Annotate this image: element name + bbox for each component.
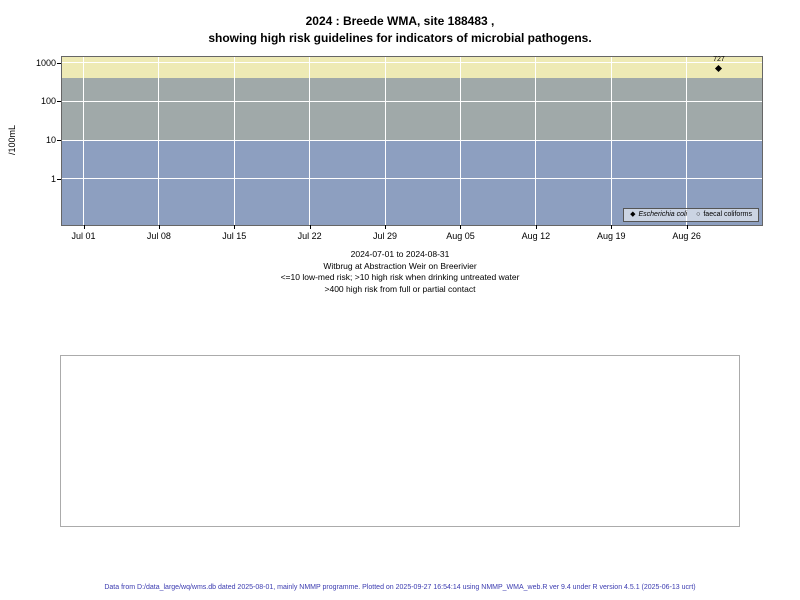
open-circle-icon: ○ xyxy=(696,211,701,218)
x-tick-mark xyxy=(309,225,311,229)
x-gridline xyxy=(233,57,235,225)
legend-label: faecal coliforms xyxy=(703,211,752,218)
legend-item: ○ faecal coliforms xyxy=(696,211,752,219)
x-tick-label: Jul 01 xyxy=(71,231,96,241)
x-gridline xyxy=(309,57,311,225)
x-tick-mark xyxy=(611,225,613,229)
legend-label: Escherichia coli xyxy=(638,211,688,218)
y-tick-mark xyxy=(57,101,61,103)
footer-note: Data from D:/data_large/wq/wms.db dated … xyxy=(104,584,696,591)
x-tick-mark xyxy=(385,225,387,229)
data-point-label: 727 xyxy=(713,56,725,64)
x-gridline xyxy=(384,57,386,225)
chart-title-line2: showing high risk guidelines for indicat… xyxy=(208,31,592,45)
x-tick-label: Aug 26 xyxy=(672,231,701,241)
chart-title: 2024 : Breede WMA, site 188483 , showing… xyxy=(0,13,800,47)
subtitle-site-name: Witbrug at Abstraction Weir on Breerivie… xyxy=(323,260,477,271)
x-gridline xyxy=(535,57,537,225)
y-gridline xyxy=(62,139,762,141)
x-tick-label: Jul 29 xyxy=(373,231,398,241)
y-tick-label: 100 xyxy=(40,96,56,107)
x-gridline xyxy=(459,57,461,225)
x-gridline xyxy=(610,57,612,225)
x-tick-label: Aug 12 xyxy=(521,231,551,241)
x-tick-mark xyxy=(234,225,236,229)
subtitle-risk-note-2: >400 high risk from full or partial cont… xyxy=(324,283,476,294)
filled-diamond-icon: ◆ xyxy=(630,211,636,218)
x-tick-mark xyxy=(83,225,85,229)
plot-area: ◆ Escherichia coli ○ faecal coliforms 1 10 10… xyxy=(36,56,763,241)
y-gridline xyxy=(62,100,762,102)
y-tick-mark xyxy=(57,178,61,180)
legend-item: ◆ Escherichia coli xyxy=(630,211,687,219)
x-tick-mark xyxy=(535,225,537,229)
risk-band-high-risk-contact xyxy=(62,57,762,79)
x-tick-label: Jul 15 xyxy=(222,231,247,241)
subtitle-date-range: 2024-07-01 to 2024-08-31 xyxy=(350,249,450,259)
y-tick-label: 10 xyxy=(45,135,56,146)
x-tick-mark xyxy=(158,225,160,229)
y-tick-mark xyxy=(57,140,61,142)
x-tick-mark xyxy=(460,225,462,229)
chart-subtitles: 2024-07-01 to 2024-08-31 Witbrug at Abst… xyxy=(0,249,800,295)
x-tick-mark xyxy=(686,225,688,229)
y-tick-label: 1 xyxy=(50,173,56,184)
x-gridline xyxy=(158,57,160,225)
subtitle-risk-note-1: <=10 low-med risk; >10 high risk when dr… xyxy=(280,272,520,282)
x-tick-label: Aug 19 xyxy=(596,231,626,241)
x-tick-label: Jul 08 xyxy=(146,231,171,241)
risk-band-high-risk-drinking xyxy=(62,78,762,141)
y-gridline xyxy=(62,178,762,180)
y-gridline xyxy=(62,62,762,64)
x-tick-label: Jul 22 xyxy=(297,231,322,241)
y-axis-label: /100mL xyxy=(7,124,17,156)
x-gridline xyxy=(83,57,85,225)
x-gridline xyxy=(686,57,688,225)
y-tick-label: 1000 xyxy=(35,57,56,68)
empty-second-panel xyxy=(60,355,740,527)
chart-title-line1: 2024 : Breede WMA, site 188483 , xyxy=(305,14,495,28)
x-tick-label: Aug 05 xyxy=(446,231,475,241)
y-tick-mark xyxy=(57,62,61,64)
legend: ◆ Escherichia coli ○ faecal coliforms xyxy=(623,208,759,222)
